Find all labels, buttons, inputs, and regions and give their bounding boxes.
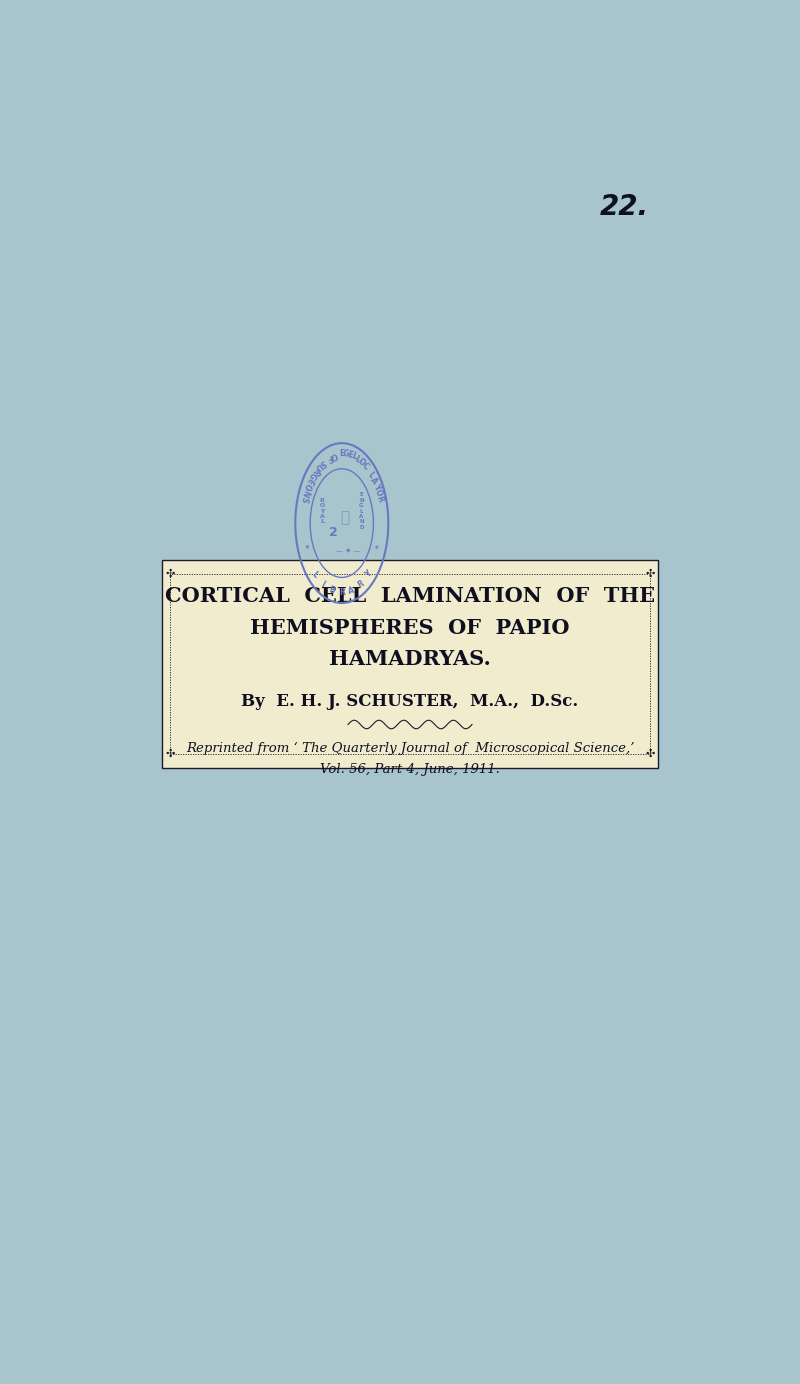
Text: R
O
Y
A
L: R O Y A L: [320, 498, 325, 525]
Text: HAMADRYAS.: HAMADRYAS.: [329, 649, 491, 670]
Text: R: R: [356, 579, 366, 590]
Text: A: A: [369, 476, 379, 486]
Text: N: N: [300, 489, 311, 498]
Text: E: E: [339, 448, 345, 458]
Text: G: G: [307, 471, 318, 480]
Text: L: L: [354, 454, 362, 464]
Text: ✣: ✣: [646, 569, 654, 580]
Text: S: S: [298, 495, 309, 504]
Text: HEMISPHERES  OF  PAPIO: HEMISPHERES OF PAPIO: [250, 617, 570, 638]
Text: I: I: [319, 580, 326, 590]
Text: B: B: [328, 585, 336, 595]
Text: R: R: [374, 495, 385, 504]
Text: O: O: [330, 450, 338, 459]
Text: ✣: ✣: [166, 569, 174, 580]
Text: O: O: [302, 482, 313, 491]
Text: G: G: [342, 450, 350, 458]
Text: Y: Y: [371, 482, 382, 491]
Text: Vol. 56, Part 4, June, 1911.: Vol. 56, Part 4, June, 1911.: [320, 763, 500, 776]
Text: U: U: [314, 461, 324, 472]
Text: O: O: [357, 457, 366, 468]
Text: *: *: [375, 544, 385, 551]
Text: E: E: [346, 450, 354, 459]
Text: C: C: [360, 461, 370, 472]
Text: L: L: [366, 471, 376, 480]
Text: A: A: [348, 585, 355, 595]
Text: L: L: [310, 570, 319, 580]
Text: ✣: ✣: [166, 749, 174, 760]
FancyBboxPatch shape: [162, 561, 658, 768]
Text: 2: 2: [329, 526, 338, 540]
Text: 22.: 22.: [599, 192, 648, 220]
Text: F: F: [326, 451, 334, 462]
Text: E
N
G
L
A
N
D: E N G L A N D: [359, 493, 364, 530]
Text: Reprinted from ‘ The Quarterly Journal of  Microscopical Science,’: Reprinted from ‘ The Quarterly Journal o…: [186, 742, 634, 754]
Text: L: L: [350, 451, 358, 462]
Text: 🦁: 🦁: [340, 509, 350, 525]
Text: R: R: [339, 588, 345, 597]
Text: E: E: [305, 476, 315, 486]
Text: Y: Y: [364, 570, 374, 580]
Text: *: *: [299, 544, 309, 551]
Text: ✣: ✣: [646, 749, 654, 760]
Text: — ✦ —: — ✦ —: [336, 548, 360, 554]
Text: By  E. H. J. SCHUSTER,  M.A.,  D.Sc.: By E. H. J. SCHUSTER, M.A., D.Sc.: [242, 692, 578, 710]
Text: O: O: [373, 489, 384, 498]
Text: R: R: [310, 465, 321, 476]
Text: S: S: [318, 457, 326, 468]
Text: CORTICAL  CELL  LAMINATION  OF  THE: CORTICAL CELL LAMINATION OF THE: [165, 585, 655, 606]
